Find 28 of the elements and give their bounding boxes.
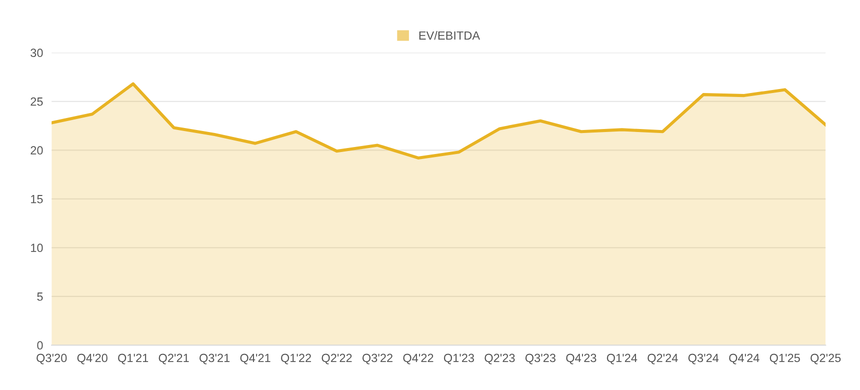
x-tick-label: Q1'23 <box>444 354 474 364</box>
y-tick-label: 5 <box>37 292 43 301</box>
x-tick-label: Q3'20 <box>36 354 67 364</box>
x-tick-label: Q1'22 <box>281 354 311 364</box>
x-tick-label: Q4'22 <box>403 354 434 364</box>
y-tick-label: 15 <box>31 195 43 204</box>
x-tick-label: Q1'21 <box>118 354 148 364</box>
x-tick-label: Q2'21 <box>158 354 189 364</box>
x-tick-label: Q3'22 <box>362 354 392 364</box>
x-tick-label: Q4'21 <box>240 354 270 364</box>
x-tick-label: Q2'25 <box>810 354 841 364</box>
y-tick-label: 30 <box>30 48 43 58</box>
x-tick-label: Q3'23 <box>525 354 556 364</box>
legend-label: EV/EBITDA <box>419 31 480 40</box>
y-tick-label: 20 <box>30 146 43 155</box>
y-tick-label: 25 <box>30 97 43 106</box>
x-tick-label: Q4'20 <box>77 354 108 364</box>
x-tick-label: Q2'22 <box>322 354 352 364</box>
x-tick-label: Q1'25 <box>770 354 800 364</box>
x-tick-label: Q3'24 <box>688 354 719 364</box>
x-tick-label: Q4'23 <box>566 354 596 364</box>
x-tick-label: Q3'21 <box>200 354 230 364</box>
x-tick-label: Q1'24 <box>606 354 638 364</box>
x-tick-label: Q2'24 <box>648 354 678 364</box>
y-tick-label: 10 <box>31 244 43 252</box>
x-tick-label: Q2'23 <box>484 354 515 364</box>
x-tick-label: Q4'24 <box>729 354 760 364</box>
y-tick-label: 0 <box>37 341 43 350</box>
